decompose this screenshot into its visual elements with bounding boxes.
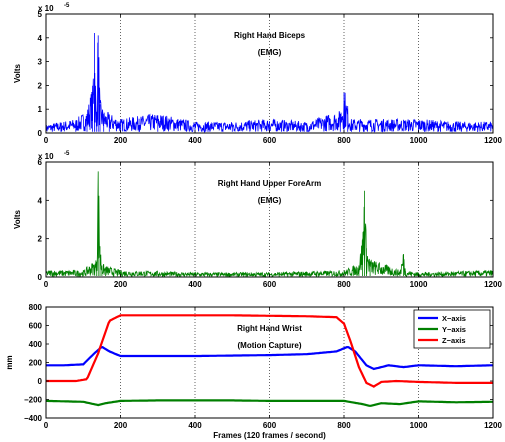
y-tick-label: 4 bbox=[38, 34, 43, 43]
y-tick-label: 5 bbox=[38, 10, 43, 19]
x-tick-label: 800 bbox=[337, 421, 351, 430]
x-tick-label: 800 bbox=[337, 280, 351, 289]
panel-wrist-motion: 0 200 400 600 800 1000 1200 −400 −200 0 200 400 600 8… bbox=[5, 303, 502, 440]
y-tick-label: −200 bbox=[24, 396, 43, 405]
x-axis-label: Frames (120 frames / second) bbox=[213, 431, 326, 440]
annotation-title: Right Hand Wrist bbox=[237, 324, 302, 333]
x-tick-label: 0 bbox=[44, 421, 49, 430]
axis-multiplier: x 10 bbox=[38, 152, 54, 161]
y-axis-label: Volts bbox=[13, 63, 22, 83]
x-tick-label: 600 bbox=[263, 421, 277, 430]
x-tick-label: 0 bbox=[44, 280, 49, 289]
x-tick-label: 1000 bbox=[410, 280, 428, 289]
series-line-xaxis bbox=[46, 345, 493, 371]
y-axis-label: Volts bbox=[13, 209, 22, 229]
x-tick-label: 600 bbox=[263, 280, 277, 289]
y-tick-label: 6 bbox=[38, 158, 43, 167]
y-tick-label: 800 bbox=[29, 303, 43, 312]
series-line-biceps bbox=[45, 33, 494, 134]
x-tick-label: 200 bbox=[114, 136, 128, 145]
y-tick-label: 2 bbox=[38, 81, 43, 90]
annotation-subtitle: (EMG) bbox=[258, 48, 282, 57]
y-tick-label: 200 bbox=[29, 359, 43, 368]
y-tick-label: 3 bbox=[38, 58, 43, 67]
x-tick-label: 1200 bbox=[484, 280, 502, 289]
x-tick-label: 1200 bbox=[484, 421, 502, 430]
x-tick-label: 1000 bbox=[410, 421, 428, 430]
series-line-zaxis bbox=[46, 314, 493, 388]
x-tick-label: 600 bbox=[263, 136, 277, 145]
y-tick-label: 400 bbox=[29, 340, 43, 349]
annotation-title: Right Hand Biceps bbox=[234, 31, 306, 40]
legend-label: X−axis bbox=[442, 314, 466, 323]
series-line-yaxis bbox=[46, 399, 493, 407]
x-tick-label: 0 bbox=[44, 136, 49, 145]
y-tick-label: 1 bbox=[38, 105, 43, 114]
x-tick-label: 400 bbox=[188, 280, 202, 289]
legend: X−axis Y−axis Z−axis bbox=[413, 309, 491, 349]
y-axis-label: mm bbox=[5, 355, 14, 369]
axis-multiplier: x 10 bbox=[38, 4, 54, 13]
y-tick-label: 0 bbox=[38, 129, 43, 138]
x-tick-label: 200 bbox=[114, 280, 128, 289]
x-tick-label: 400 bbox=[188, 136, 202, 145]
x-tick-label: 400 bbox=[188, 421, 202, 430]
annotation-subtitle: (Motion Capture) bbox=[238, 341, 302, 350]
axis-multiplier-exponent: -5 bbox=[64, 3, 70, 9]
y-tick-label: 0 bbox=[38, 377, 43, 386]
x-tick-label: 1000 bbox=[410, 136, 428, 145]
legend-label: Z−axis bbox=[442, 336, 466, 345]
y-tick-label: 4 bbox=[38, 196, 43, 205]
x-tick-label: 1200 bbox=[484, 136, 502, 145]
annotation-subtitle: (EMG) bbox=[258, 196, 282, 205]
y-tick-label: 0 bbox=[38, 273, 43, 282]
panel-biceps-emg: 0 200 400 600 800 1000 1200 0 1 2 3 4 5 Right Hand B… bbox=[13, 3, 502, 145]
x-tick-label: 200 bbox=[114, 421, 128, 430]
y-tick-label: 600 bbox=[29, 322, 43, 331]
x-tick-label: 800 bbox=[337, 136, 351, 145]
y-tick-label: −400 bbox=[24, 414, 43, 423]
axis-multiplier-exponent: -5 bbox=[64, 151, 70, 157]
legend-label: Y−axis bbox=[442, 325, 466, 334]
annotation-title: Right Hand Upper ForeArm bbox=[218, 179, 322, 188]
y-tick-label: 2 bbox=[38, 235, 43, 244]
panel-forearm-emg: 0 200 400 600 800 1000 1200 0 2 4 6 Right Hand Upp… bbox=[13, 151, 502, 289]
